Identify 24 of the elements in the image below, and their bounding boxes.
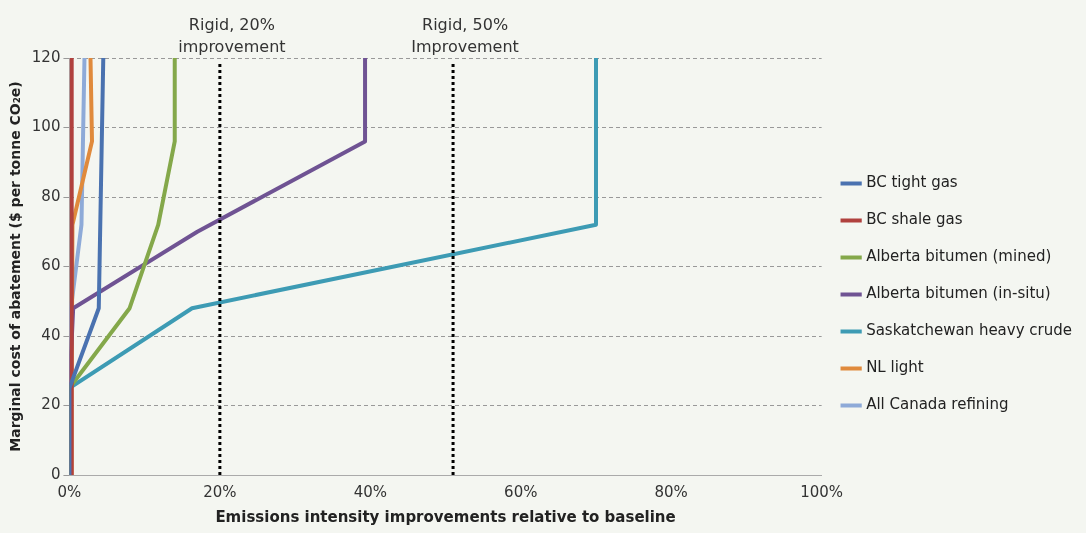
legend-label: BC shale gas <box>866 210 963 229</box>
y-tick-label: 100 <box>31 117 61 136</box>
y-tick-label: 40 <box>41 325 61 344</box>
x-tick-label: 20% <box>203 482 237 501</box>
y-tick-label: 80 <box>41 186 61 205</box>
legend-label: BC tight gas <box>866 173 958 192</box>
x-tick-label: 100% <box>800 482 844 501</box>
x-tick-label: 0% <box>57 482 82 501</box>
x-tick-label: 40% <box>353 482 387 501</box>
ref-line-label: Rigid, 20% improvement <box>178 15 286 56</box>
y-tick-label: 20 <box>41 395 61 414</box>
x-tick-label: 80% <box>654 482 688 501</box>
y-axis-title: Marginal cost of abatement ($ per tonne CO₂e) <box>7 81 24 452</box>
y-tick-label: 60 <box>41 256 61 275</box>
legend-label: All Canada refining <box>866 395 1009 414</box>
y-tick-label: 120 <box>31 47 61 66</box>
x-tick-label: 60% <box>504 482 538 501</box>
ref-line-label: Rigid, 50% Improvement <box>411 15 519 56</box>
legend-label: Alberta bitumen (in-situ) <box>866 284 1051 303</box>
legend-label: NL light <box>866 358 924 377</box>
x-axis-title: Emissions intensity improvements relative to baseline <box>215 507 676 526</box>
y-tick-label: 0 <box>50 464 61 483</box>
legend-label: Alberta bitumen (mined) <box>866 247 1052 266</box>
legend-label: Saskatchewan heavy crude <box>866 321 1073 340</box>
